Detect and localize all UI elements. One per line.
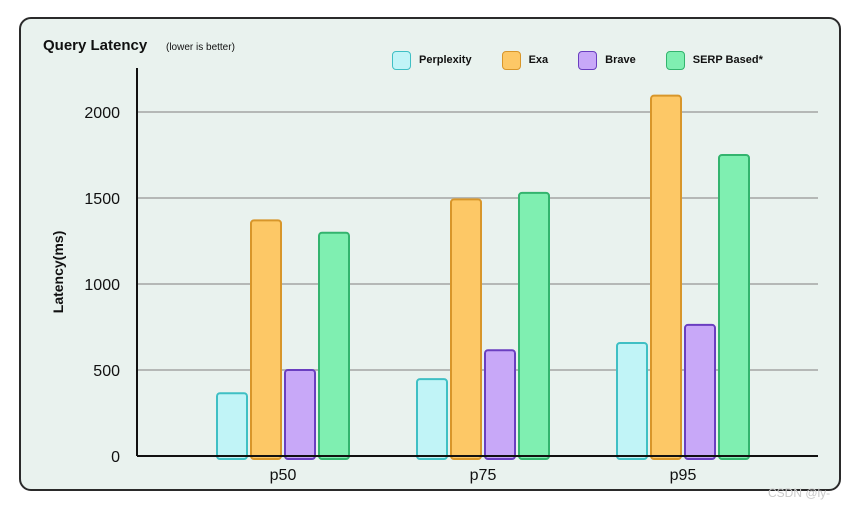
chart-subtitle: (lower is better)	[166, 42, 235, 53]
bar-perplexity-p95	[616, 341, 648, 460]
bar-exa-p75	[450, 198, 482, 460]
legend-label-exa: Exa	[528, 54, 549, 66]
bar-exa-p95	[650, 94, 682, 460]
legend-label-serp: SERP Based*	[692, 54, 763, 66]
bar-serp-based-p50	[318, 231, 350, 460]
legend-item-brave: Brave	[578, 50, 636, 70]
bar-serp-based-p95	[718, 154, 750, 460]
axes	[136, 68, 818, 457]
y-tick-label: 1500	[84, 191, 120, 208]
legend-item-serp: SERP Based*	[665, 50, 763, 70]
bar-serp-based-p75	[518, 191, 550, 460]
bar-brave-p75	[484, 349, 516, 460]
y-tick-label: 1000	[84, 277, 120, 294]
y-tick-label: 2000	[84, 105, 120, 122]
legend-swatch-serp	[665, 50, 685, 70]
x-tick-label: p50	[270, 467, 297, 484]
watermark: CSDN @ly-	[768, 486, 831, 500]
y-tick-label: 0	[111, 449, 120, 466]
legend-label-brave: Brave	[605, 54, 636, 66]
tick-labels: 0 500 1000 1500 2000 p50 p75 p95	[84, 105, 696, 484]
legend-swatch-exa	[501, 50, 521, 70]
bar-brave-p95	[684, 323, 716, 460]
bar-perplexity-p50	[216, 392, 248, 460]
bar-perplexity-p75	[416, 378, 448, 460]
chart-title: Query Latency	[43, 37, 148, 54]
legend-swatch-perplexity	[392, 50, 411, 70]
x-tick-label: p95	[670, 467, 697, 484]
bar-exa-p50	[250, 219, 282, 460]
x-tick-label: p75	[470, 467, 497, 484]
y-axis-label: Latency(ms)	[50, 231, 66, 313]
y-tick-label: 500	[93, 363, 120, 380]
legend-item-exa: Exa	[501, 50, 549, 70]
legend-label-perplexity: Perplexity	[419, 54, 472, 66]
bar-brave-p50	[284, 369, 316, 460]
legend-swatch-brave	[578, 50, 598, 70]
bars	[216, 94, 750, 460]
legend-item-perplexity: Perplexity	[392, 50, 472, 70]
chart-legend: Perplexity Exa Brave SERP Based*	[392, 48, 793, 72]
